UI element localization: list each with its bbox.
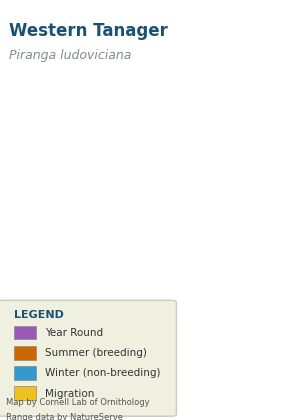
FancyBboxPatch shape — [14, 346, 36, 360]
Text: Piranga ludoviciana: Piranga ludoviciana — [9, 49, 131, 62]
Text: Migration: Migration — [45, 388, 94, 399]
Text: Western Tanager: Western Tanager — [9, 22, 168, 40]
Text: LEGEND: LEGEND — [14, 310, 64, 320]
Text: Map by Cornell Lab of Ornithology: Map by Cornell Lab of Ornithology — [6, 398, 150, 407]
Text: Range data by NatureServe: Range data by NatureServe — [6, 413, 123, 420]
FancyBboxPatch shape — [0, 300, 176, 416]
Text: Summer (breeding): Summer (breeding) — [45, 348, 147, 358]
FancyBboxPatch shape — [14, 386, 36, 400]
FancyBboxPatch shape — [14, 326, 36, 339]
Text: Year Round: Year Round — [45, 328, 103, 338]
FancyBboxPatch shape — [14, 366, 36, 380]
Text: Winter (non-breeding): Winter (non-breeding) — [45, 368, 160, 378]
